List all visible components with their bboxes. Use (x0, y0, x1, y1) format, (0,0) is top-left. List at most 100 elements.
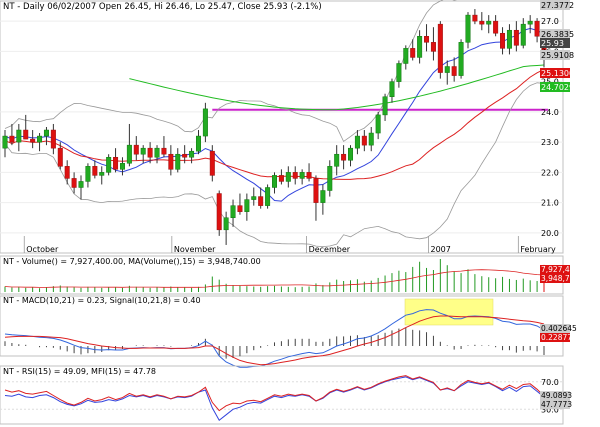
candle-body (223, 217, 229, 231)
macd-line (4, 309, 545, 368)
bollinger-upper (4, 0, 458, 142)
price-tag-box (540, 82, 570, 92)
candle-body (57, 147, 63, 167)
macd-panel: NT - MACD(10,21) = 0.23, Signal(10,21,8)… (0, 295, 577, 368)
candle-body (78, 181, 84, 188)
candle-body (465, 14, 471, 43)
candle-body (493, 20, 499, 34)
candle-body (16, 129, 22, 143)
bollinger-bands (4, 0, 545, 248)
price-tag-label: 26.3835 (541, 30, 574, 39)
rsi-tag-box (540, 400, 570, 410)
signal-line (4, 315, 545, 366)
candle-body (230, 205, 236, 218)
candle-body (479, 20, 485, 25)
candle-body (147, 147, 153, 158)
time-axis: October November December 2007 February (23, 236, 556, 254)
macd-legend: NT - MACD(10,21) = 0.23, Signal(10,21,8)… (3, 296, 201, 305)
volume-tag-label: 7,927,400 (541, 265, 579, 274)
candle-body (168, 153, 174, 170)
candle-body (265, 187, 271, 206)
candle-body (292, 172, 298, 179)
candle-body (506, 29, 512, 49)
candle-body (313, 178, 319, 203)
candles (2, 9, 547, 245)
volume-legend: NT - Volume() = 7,927,400.00, MA(Volume(… (3, 257, 261, 266)
candle-body (244, 199, 250, 212)
macd-lines (4, 309, 545, 368)
price-axis-label: 23.0 (541, 138, 559, 147)
price-tag-box (540, 50, 570, 60)
macd-tag-label: 0.402645 (541, 324, 577, 333)
candle-body (354, 135, 360, 149)
candle-body (113, 156, 119, 170)
rsi-tag-label: 49.0893 (541, 391, 572, 400)
volume-tag-box (540, 265, 570, 274)
price-axis-label: 24.0 (541, 108, 559, 117)
price-axis-label: 20.0 (541, 229, 559, 238)
candle-body (9, 135, 15, 143)
candle-body (23, 129, 29, 140)
candle-body (106, 156, 112, 173)
volume-bars (4, 259, 545, 292)
candle-body (71, 178, 77, 188)
candle-body (189, 150, 195, 158)
candle-body (175, 153, 181, 170)
candle-body (410, 48, 416, 58)
candle-body (278, 175, 284, 182)
candle-body (361, 135, 367, 146)
price-tag-box (540, 68, 570, 78)
price-tag-box (540, 0, 570, 10)
candle-body (341, 153, 347, 161)
time-axis-label: February (520, 245, 556, 254)
candle-body (272, 175, 277, 188)
price-axis-label: 27.0 (541, 17, 559, 26)
candle-body (30, 138, 36, 143)
price-axis-label: 22.0 (541, 168, 559, 177)
candle-body (437, 23, 443, 73)
candle-body (237, 205, 243, 212)
time-axis-label: October (26, 245, 59, 254)
candle-body (195, 135, 201, 152)
candle-body (368, 132, 374, 146)
bollinger-lower (4, 82, 545, 248)
candle-body (92, 166, 98, 176)
macd-tag-box (540, 333, 570, 342)
rsi-line (4, 375, 545, 412)
volume-tag-box (540, 274, 570, 283)
time-axis-label: 2007 (431, 245, 451, 254)
candle-body (258, 196, 264, 206)
chart-title: NT - Daily 06/02/2007 Open 26.45, Hi 26.… (3, 2, 322, 12)
candle-body (64, 166, 70, 179)
candle-body (182, 153, 188, 158)
candle-body (306, 172, 312, 179)
candle-body (126, 144, 132, 164)
price-panel: NT - Daily 06/02/2007 Open 26.45, Hi 26.… (0, 0, 574, 254)
candle-body (140, 147, 146, 155)
candle-body (424, 36, 430, 43)
candle-body (119, 163, 125, 170)
candle-body (154, 147, 160, 158)
candle-body (382, 96, 388, 116)
candle-body (472, 14, 478, 22)
candle-body (520, 23, 526, 46)
price-tag-label: 25.9108 (541, 51, 574, 60)
candle-body (375, 114, 381, 134)
candle-body (37, 135, 43, 143)
volume-ma (4, 269, 545, 288)
macd-tag-label: 0.228772 (541, 333, 577, 342)
volume-ma-line (4, 269, 545, 288)
candle-body (99, 172, 105, 176)
candle-body (403, 48, 409, 64)
candle-body (251, 196, 257, 200)
rsi-axis-label: 30.0 (541, 405, 559, 414)
price-tag-label: 25.1300 (541, 69, 574, 78)
candle-body (327, 166, 333, 191)
candle-body (458, 42, 464, 76)
candle-body (430, 42, 436, 52)
candle-body (500, 32, 506, 49)
candle-body (202, 108, 208, 137)
